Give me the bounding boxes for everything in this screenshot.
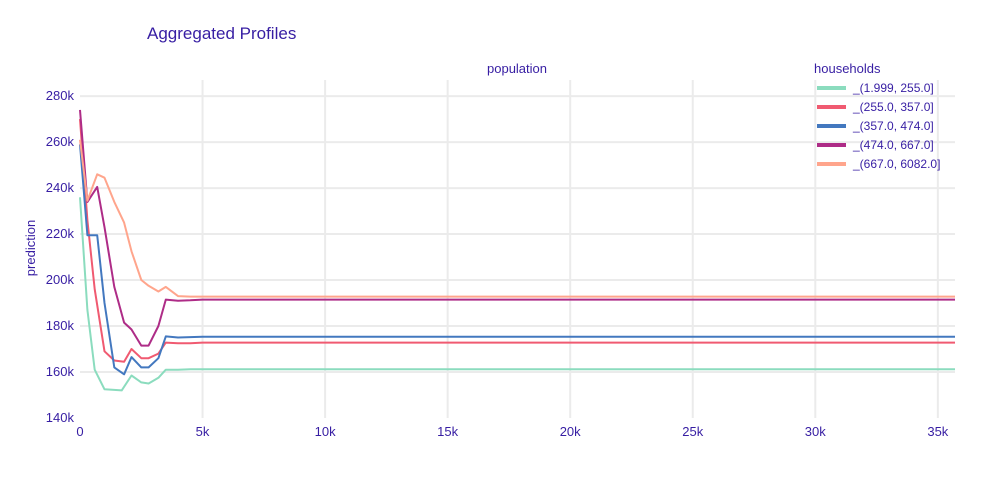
- y-tick-label: 220k: [46, 226, 75, 241]
- legend-entry-label[interactable]: _(357.0, 474.0]: [852, 119, 934, 133]
- y-tick-label: 260k: [46, 134, 75, 149]
- y-tick-label: 240k: [46, 180, 75, 195]
- grid-lines: [80, 80, 955, 418]
- series-line-1: [79, 197, 955, 392]
- series-line-3: [79, 144, 955, 376]
- x-tick-label: 0: [76, 424, 83, 439]
- x-tick-label: 35k: [927, 424, 948, 439]
- series-line-4: [79, 109, 955, 347]
- legend-entry-label[interactable]: _(667.0, 6082.0]: [852, 157, 940, 171]
- legend-title: households: [814, 61, 881, 76]
- x-tick-label: 15k: [437, 424, 458, 439]
- y-tick-label: 140k: [46, 410, 75, 425]
- chart-title: Aggregated Profiles: [147, 24, 296, 43]
- x-tick-label: 20k: [560, 424, 581, 439]
- y-axis-title: prediction: [23, 220, 38, 276]
- y-axis-ticks: 140k 160k 180k 200k 220k 240k 260k 280k: [46, 88, 75, 425]
- legend: households _(1.999, 255.0] _(255.0, 357.0…: [814, 61, 940, 171]
- legend-entry-label[interactable]: _(1.999, 255.0]: [852, 81, 934, 95]
- x-tick-label: 25k: [682, 424, 703, 439]
- legend-entry-label[interactable]: _(255.0, 357.0]: [852, 100, 934, 114]
- series-line-2: [79, 119, 955, 363]
- x-tick-label: 5k: [196, 424, 210, 439]
- legend-entry-label[interactable]: _(474.0, 667.0]: [852, 138, 934, 152]
- y-tick-label: 160k: [46, 364, 75, 379]
- x-tick-label: 10k: [315, 424, 336, 439]
- y-tick-label: 200k: [46, 272, 75, 287]
- x-axis-ticks: 0 5k 10k 15k 20k 25k 30k 35k: [76, 424, 948, 439]
- series-lines: [79, 109, 955, 392]
- x-axis-title: population: [487, 61, 547, 76]
- y-tick-label: 180k: [46, 318, 75, 333]
- series-line-5: [79, 139, 955, 298]
- y-tick-label: 280k: [46, 88, 75, 103]
- x-tick-label: 30k: [805, 424, 826, 439]
